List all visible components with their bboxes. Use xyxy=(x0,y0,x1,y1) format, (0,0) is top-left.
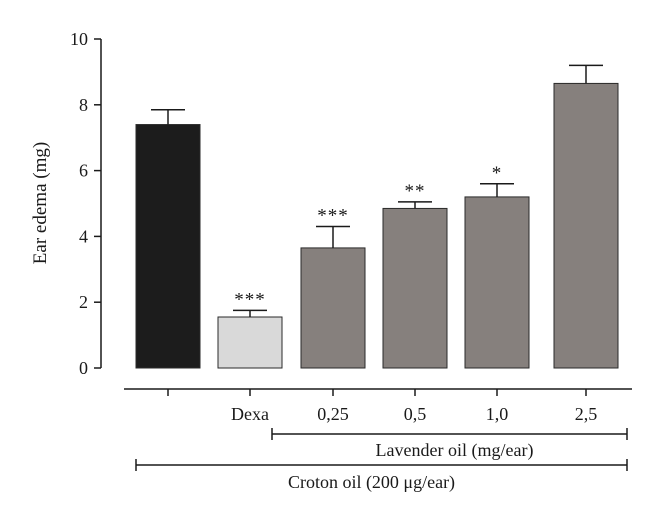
significance-label: *** xyxy=(317,206,349,227)
x-tick-label: 0,5 xyxy=(404,404,427,424)
bar xyxy=(300,247,366,369)
significance-label: ** xyxy=(405,181,426,202)
croton-group-label: Croton oil (200 μg/ear) xyxy=(288,472,455,493)
bar xyxy=(217,316,283,369)
significance-label: * xyxy=(492,163,503,184)
bar xyxy=(464,196,530,369)
x-tick-group: Dexa 0,25 0,5 1,0 2,5 xyxy=(167,389,598,424)
x-tick-label: Dexa xyxy=(231,404,269,424)
x-tick-label: 2,5 xyxy=(575,404,598,424)
y-axis-title: Ear edema (mg) xyxy=(30,142,51,264)
y-tick-label: 8 xyxy=(79,95,88,115)
y-tick-label: 2 xyxy=(79,292,88,312)
y-tick-label: 4 xyxy=(79,226,88,246)
x-axis: Dexa 0,25 0,5 1,0 2,5 xyxy=(124,388,632,424)
bar xyxy=(553,82,619,369)
y-tick-group: 0 2 4 6 8 10 xyxy=(70,29,101,378)
y-axis: 0 2 4 6 8 10 xyxy=(70,29,102,378)
y-tick-label: 10 xyxy=(70,29,88,49)
lavender-group-label: Lavender oil (mg/ear) xyxy=(376,440,534,461)
x-tick-label: 0,25 xyxy=(317,404,349,424)
group-brackets: Lavender oil (mg/ear) Croton oil (200 μg/… xyxy=(135,428,628,493)
y-tick-label: 0 xyxy=(79,358,88,378)
bar xyxy=(382,207,448,369)
x-tick-label: 1,0 xyxy=(486,404,509,424)
bar xyxy=(135,124,201,369)
plot-area: ********* xyxy=(135,64,619,369)
significance-label: *** xyxy=(234,289,266,310)
y-tick-label: 6 xyxy=(79,161,88,181)
